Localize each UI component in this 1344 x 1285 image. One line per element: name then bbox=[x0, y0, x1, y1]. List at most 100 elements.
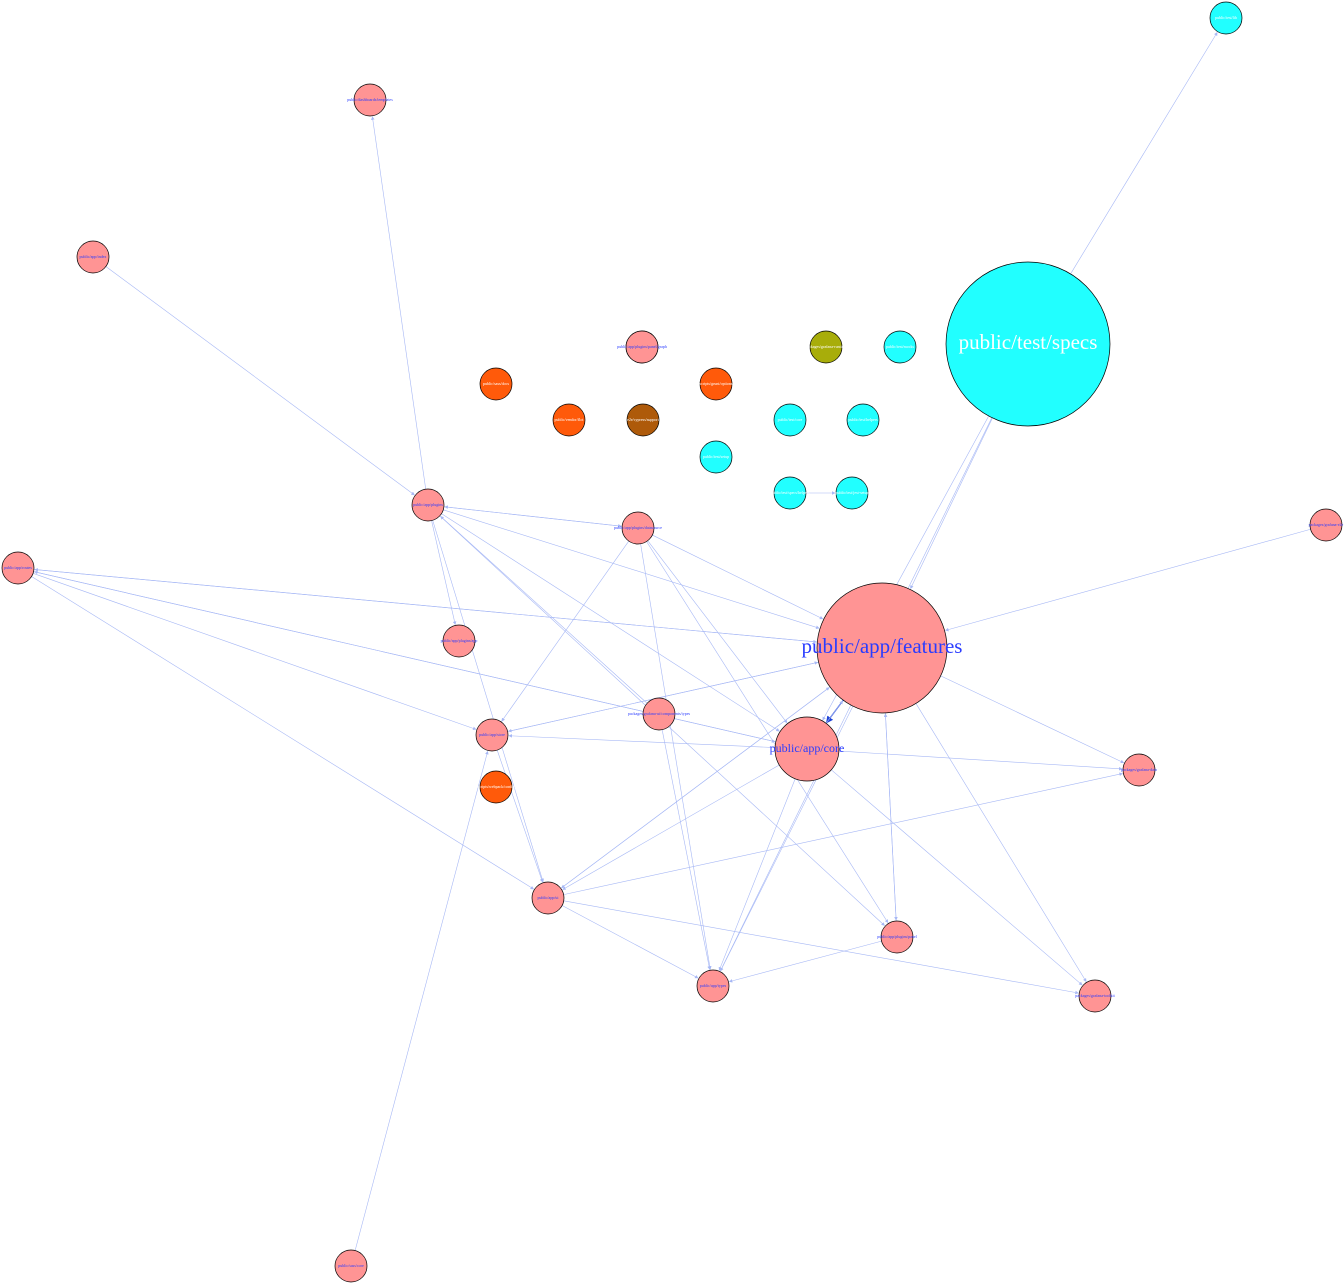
node-circle[interactable] bbox=[1078, 979, 1112, 1013]
node-circle[interactable] bbox=[699, 367, 733, 401]
node-circle[interactable] bbox=[1, 551, 35, 585]
node-app-plugins[interactable]: public/app/plugins bbox=[411, 488, 445, 522]
node-circle[interactable] bbox=[475, 718, 509, 752]
edge-line bbox=[838, 750, 1123, 771]
node-app-dashboards[interactable]: public/dashboards/templates bbox=[347, 83, 393, 117]
node-label: public/app/plugins/panel/graph bbox=[617, 344, 667, 349]
node-app-sass[interactable]: public/sass/core bbox=[334, 1249, 368, 1283]
node-circle[interactable] bbox=[774, 716, 840, 782]
node-circle[interactable] bbox=[1209, 1, 1243, 35]
node-label: packages/grafana-runtime bbox=[805, 344, 847, 349]
node-app-e2e[interactable]: packages/grafana-e2e bbox=[1309, 508, 1344, 542]
edge-app-plugins-to-app-plugins-app bbox=[431, 520, 457, 626]
node-label: public/test/jest-setup bbox=[835, 490, 868, 495]
node-circle[interactable] bbox=[642, 697, 676, 731]
node-app-types-pkg[interactable]: packages/grafana-ui/components/types bbox=[628, 697, 691, 731]
node-app-plugins-panel[interactable]: public/app/plugins/panel bbox=[877, 920, 918, 954]
node-test-c[interactable]: public/test/core bbox=[773, 403, 807, 437]
node-test-b[interactable]: public/test/helpers bbox=[846, 403, 880, 437]
node-circle[interactable] bbox=[353, 83, 387, 117]
edge-app-plugins-panel-to-app-types bbox=[728, 940, 882, 983]
node-app-plugins-ds[interactable]: public/app/plugins/datasource bbox=[614, 511, 662, 545]
node-orange-3[interactable]: public/vendor/flot bbox=[552, 403, 586, 437]
node-app-index[interactable]: public/app/index bbox=[76, 240, 110, 274]
edge-line bbox=[560, 687, 830, 889]
node-label: public/app/plugins/app bbox=[441, 638, 478, 643]
node-app-toolkit[interactable]: packages/grafana-toolkit bbox=[1075, 979, 1116, 1013]
node-label: public/dashboards/templates bbox=[347, 97, 393, 102]
edge-app-ui-to-app-toolkit bbox=[563, 900, 1079, 995]
node-app-routes[interactable]: public/app/routes bbox=[1, 551, 35, 585]
node-test-a[interactable]: public/test/mocks bbox=[883, 330, 917, 364]
node-circle[interactable] bbox=[1309, 508, 1343, 542]
node-app-features[interactable]: public/app/features bbox=[802, 582, 963, 714]
node-circle[interactable] bbox=[809, 330, 843, 364]
edge-app-core-to-app-store bbox=[508, 734, 776, 748]
node-test-small-top-right[interactable]: public/test/lib bbox=[1209, 1, 1243, 35]
node-app-core[interactable]: public/app/core bbox=[770, 716, 845, 782]
node-label: packages/grafana-ui/components/types bbox=[628, 711, 691, 716]
node-label: public/test/helpers bbox=[848, 417, 878, 422]
node-circle[interactable] bbox=[945, 261, 1111, 427]
node-circle[interactable] bbox=[696, 969, 730, 1003]
node-circle[interactable] bbox=[552, 403, 586, 437]
node-circle[interactable] bbox=[880, 920, 914, 954]
edge-line bbox=[1070, 32, 1218, 275]
node-circle[interactable] bbox=[442, 624, 476, 658]
edge-line bbox=[646, 541, 889, 924]
node-test-specs[interactable]: public/test/specs bbox=[945, 261, 1111, 427]
node-test-e[interactable]: public/test/jest-setup bbox=[835, 476, 869, 510]
node-circle[interactable] bbox=[479, 770, 513, 804]
node-circle[interactable] bbox=[846, 403, 880, 437]
node-circle[interactable] bbox=[835, 476, 869, 510]
node-circle[interactable] bbox=[626, 403, 660, 437]
node-circle[interactable] bbox=[76, 240, 110, 274]
node-circle[interactable] bbox=[883, 330, 917, 364]
node-test-d[interactable]: public/test/specs/helpers bbox=[770, 476, 810, 510]
node-label: public/app/plugins/datasource bbox=[614, 525, 662, 530]
edge-line bbox=[640, 543, 712, 970]
edge-line bbox=[652, 534, 824, 620]
node-circle[interactable] bbox=[816, 582, 948, 714]
node-app-types[interactable]: public/app/types bbox=[696, 969, 730, 1003]
edge-app-features-to-app-toolkit bbox=[915, 703, 1087, 983]
node-circle[interactable] bbox=[531, 881, 565, 915]
node-orange-1[interactable]: public/sass/docs bbox=[479, 367, 513, 401]
node-orange-4[interactable]: scripts/webpack/config bbox=[477, 770, 515, 804]
edge-test-specs-to-test-small-top-right bbox=[1070, 32, 1218, 275]
node-circle[interactable] bbox=[479, 367, 513, 401]
node-circle[interactable] bbox=[625, 330, 659, 364]
edge-line bbox=[32, 573, 477, 731]
node-app-plugins-app[interactable]: public/app/plugins/app bbox=[441, 624, 478, 658]
node-circle[interactable] bbox=[773, 403, 807, 437]
edge-test-specs-to-app-features bbox=[910, 417, 993, 590]
node-circle[interactable] bbox=[411, 488, 445, 522]
node-brown-1[interactable]: e2e/cypress/support bbox=[626, 403, 660, 437]
edge-app-plugins-panel-to-app-features bbox=[883, 713, 897, 922]
edge-app-ui-to-app-features bbox=[560, 687, 830, 889]
edge-line bbox=[444, 505, 623, 527]
edge-line bbox=[728, 940, 882, 983]
node-circle[interactable] bbox=[1122, 753, 1156, 787]
edge-app-core-to-app-ui bbox=[562, 764, 780, 890]
edge-line bbox=[354, 750, 489, 1251]
edge-app-core-to-app-toolkit bbox=[831, 769, 1083, 986]
node-orange-2[interactable]: scripts/grunt/options bbox=[699, 367, 733, 401]
node-label: scripts/webpack/config bbox=[477, 784, 514, 789]
node-circle[interactable] bbox=[334, 1249, 368, 1283]
node-test-f[interactable]: public/test/setup bbox=[699, 440, 733, 474]
node-circle[interactable] bbox=[699, 440, 733, 474]
node-app-ui[interactable]: public/app/ui bbox=[531, 881, 565, 915]
node-circle[interactable] bbox=[773, 476, 807, 510]
node-circle[interactable] bbox=[621, 511, 655, 545]
node-app-store[interactable]: public/app/store bbox=[475, 718, 509, 752]
node-olive-1[interactable]: packages/grafana-runtime bbox=[805, 330, 847, 364]
edge-app-routes-to-app-ui bbox=[31, 576, 535, 890]
edge-line bbox=[718, 778, 796, 971]
node-app-data[interactable]: packages/grafana-data bbox=[1121, 753, 1157, 787]
node-app-plugins-panel-2[interactable]: public/app/plugins/panel/graph bbox=[617, 330, 667, 364]
edge-line bbox=[105, 266, 415, 496]
edge-app-plugins-to-app-ui bbox=[432, 520, 544, 883]
node-label: public/app/core bbox=[770, 741, 845, 755]
